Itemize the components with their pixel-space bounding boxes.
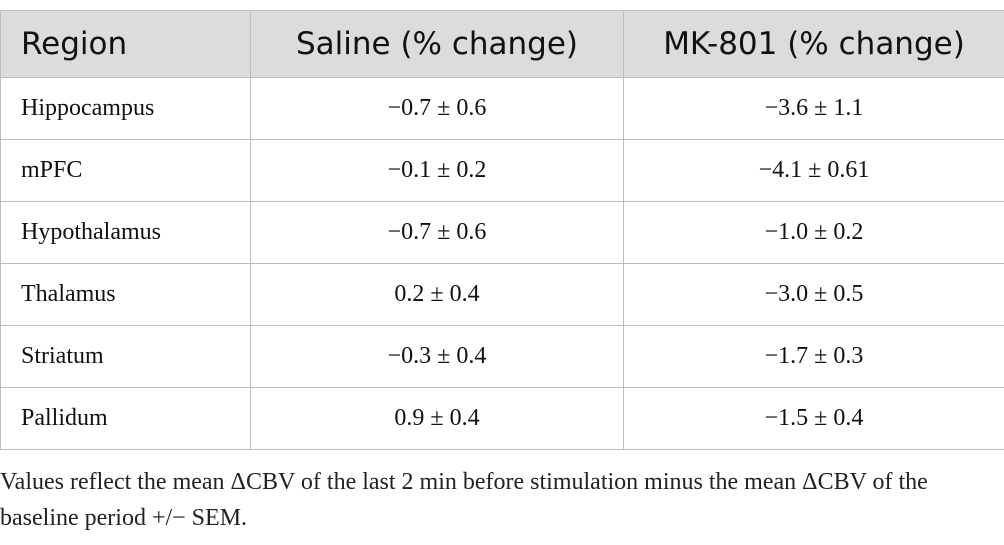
header-row: Region Saline (% change) MK-801 (% chang… (0, 10, 1004, 78)
saline-cell: −0.7 ± 0.6 (250, 77, 624, 140)
mk801-cell: −1.5 ± 0.4 (623, 387, 1004, 450)
header-mk801: MK-801 (% change) (623, 10, 1004, 78)
saline-cell: −0.7 ± 0.6 (250, 201, 624, 264)
mk801-cell: −1.7 ± 0.3 (623, 325, 1004, 388)
table-row: Hypothalamus −0.7 ± 0.6 −1.0 ± 0.2 (0, 201, 1004, 264)
region-cell: Hippocampus (0, 77, 251, 140)
table-row: mPFC −0.1 ± 0.2 −4.1 ± 0.61 (0, 139, 1004, 202)
table-body: Hippocampus −0.7 ± 0.6 −3.6 ± 1.1 mPFC −… (0, 77, 1004, 450)
cbv-change-table: Region Saline (% change) MK-801 (% chang… (0, 10, 1004, 450)
table-row: Pallidum 0.9 ± 0.4 −1.5 ± 0.4 (0, 387, 1004, 450)
header-saline: Saline (% change) (250, 10, 624, 78)
mk801-cell: −3.0 ± 0.5 (623, 263, 1004, 326)
saline-cell: 0.9 ± 0.4 (250, 387, 624, 450)
region-cell: Pallidum (0, 387, 251, 450)
data-table-container: Region Saline (% change) MK-801 (% chang… (0, 10, 1004, 450)
mk801-cell: −1.0 ± 0.2 (623, 201, 1004, 264)
table-row: Thalamus 0.2 ± 0.4 −3.0 ± 0.5 (0, 263, 1004, 326)
region-cell: Thalamus (0, 263, 251, 326)
region-cell: Striatum (0, 325, 251, 388)
table-footnote: Values reflect the mean ΔCBV of the last… (0, 469, 928, 531)
mk801-cell: −4.1 ± 0.61 (623, 139, 1004, 202)
region-cell: mPFC (0, 139, 251, 202)
region-cell: Hypothalamus (0, 201, 251, 264)
table-row: Hippocampus −0.7 ± 0.6 −3.6 ± 1.1 (0, 77, 1004, 140)
table-header: Region Saline (% change) MK-801 (% chang… (0, 10, 1004, 78)
header-region: Region (0, 10, 251, 78)
table-row: Striatum −0.3 ± 0.4 −1.7 ± 0.3 (0, 325, 1004, 388)
saline-cell: −0.1 ± 0.2 (250, 139, 624, 202)
saline-cell: −0.3 ± 0.4 (250, 325, 624, 388)
saline-cell: 0.2 ± 0.4 (250, 263, 624, 326)
mk801-cell: −3.6 ± 1.1 (623, 77, 1004, 140)
